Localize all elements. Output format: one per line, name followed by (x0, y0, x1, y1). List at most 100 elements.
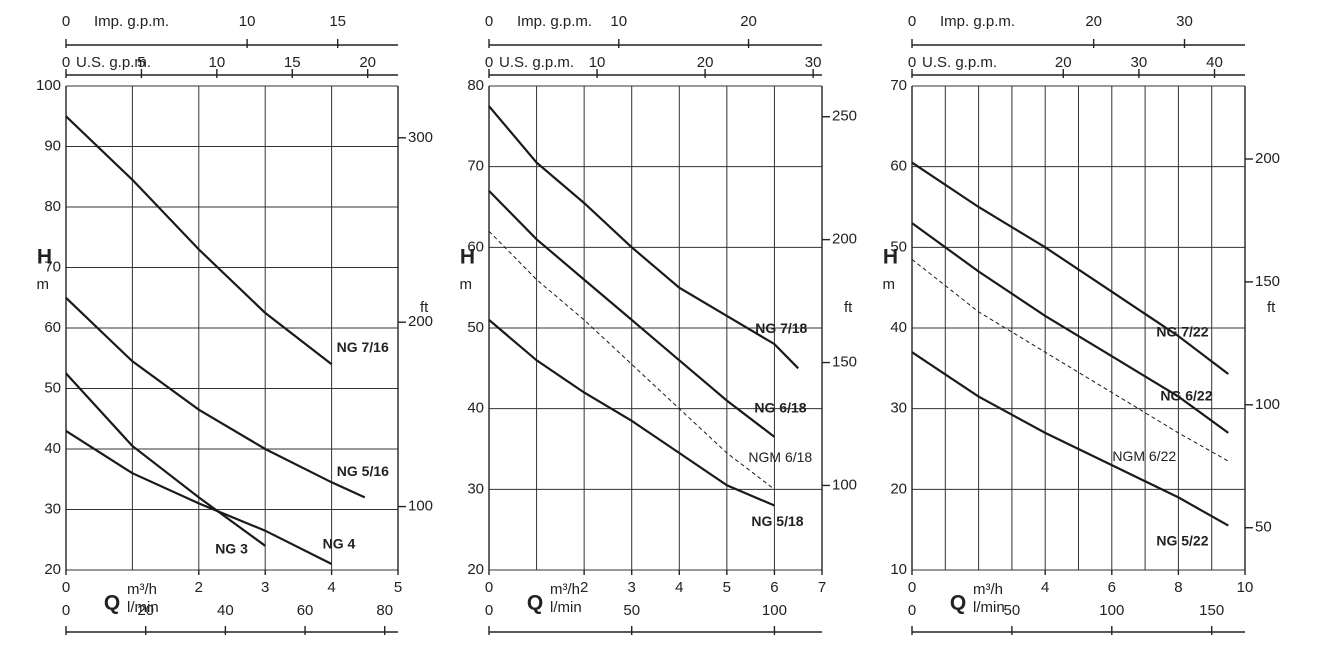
x-unit: m³/h (973, 581, 1003, 598)
y-tick-label: 20 (890, 480, 907, 497)
y-tick-label: 40 (44, 440, 61, 457)
y-tick-label: 70 (890, 77, 907, 94)
y2-label: ft (844, 299, 853, 316)
top-tick-label: 0 (62, 13, 70, 30)
curve (65, 429, 333, 565)
y-tick-label: 100 (36, 77, 61, 94)
top-tick-label: 0 (62, 54, 70, 71)
curve-label: NG 5/22 (1156, 532, 1208, 548)
x-unit: m³/h (550, 581, 580, 598)
top-tick-label: 10 (610, 13, 627, 30)
y2-tick-label: 200 (832, 231, 857, 248)
top-tick-label: 0 (485, 54, 493, 71)
y-tick-label: 30 (467, 480, 484, 497)
x-tick-label: 6 (770, 579, 778, 596)
top-tick-label: 20 (740, 13, 757, 30)
x-tick-label: 8 (1174, 579, 1182, 596)
y-tick-label: 50 (467, 319, 484, 336)
y-tick-label: 10 (890, 561, 907, 578)
y-tick-label: 80 (467, 77, 484, 94)
top-tick-label: 15 (284, 54, 301, 71)
top-axis-label: Imp. g.p.m. (94, 13, 169, 30)
y-tick-label: 50 (890, 238, 907, 255)
x-tick-label: 0 (62, 579, 70, 596)
top-tick-label: 20 (359, 54, 376, 71)
y-tick-label: 50 (44, 379, 61, 396)
y-unit: m (883, 276, 896, 293)
curve (488, 105, 799, 370)
x-label: Q (527, 592, 543, 615)
curve-label: NG 5/18 (751, 513, 803, 529)
bottom-tick-label: 20 (137, 602, 154, 619)
curve (488, 319, 775, 507)
y-tick-label: 20 (44, 561, 61, 578)
x-tick-label: 7 (818, 579, 826, 596)
top-tick-label: 0 (485, 13, 493, 30)
y-tick-label: 70 (467, 158, 484, 175)
x-tick-label: 3 (261, 579, 269, 596)
top-tick-label: 10 (208, 54, 225, 71)
x-tick-label: 0 (485, 579, 493, 596)
x-tick-label: 4 (327, 579, 335, 596)
bottom-tick-label: 100 (1099, 602, 1124, 619)
curve (911, 259, 1229, 462)
x-tick-label: 4 (675, 579, 683, 596)
curve (488, 190, 776, 438)
x-tick-label: 10 (1237, 579, 1254, 596)
y2-tick-label: 100 (832, 476, 857, 493)
top-tick-label: 0 (908, 13, 916, 30)
y2-tick-label: 50 (1255, 519, 1272, 536)
top-tick-label: 5 (137, 54, 145, 71)
curve-label: NG 4 (323, 536, 356, 552)
bottom-tick-label: 40 (217, 602, 234, 619)
x-tick-label: 0 (908, 579, 916, 596)
y2-tick-label: 150 (1255, 273, 1280, 290)
bottom-axis-label: l/min (550, 599, 582, 616)
curve-label: NGM 6/18 (748, 449, 812, 465)
curve-label: NG 7/22 (1156, 324, 1208, 340)
y-tick-label: 70 (44, 258, 61, 275)
y2-tick-label: 250 (832, 108, 857, 125)
top-tick-label: 40 (1206, 54, 1223, 71)
x-label: Q (950, 592, 966, 615)
y2-label: ft (1267, 299, 1276, 316)
top-tick-label: 20 (1085, 13, 1102, 30)
y-unit: m (37, 276, 50, 293)
x-tick-label: 2 (195, 579, 203, 596)
top-tick-label: 30 (1131, 54, 1148, 71)
curve-label: NG 6/22 (1160, 388, 1212, 404)
curve-label: NG 6/18 (754, 400, 806, 416)
y-label: H (37, 246, 52, 269)
x-tick-label: 4 (1041, 579, 1049, 596)
curve-label: NG 3 (215, 541, 248, 557)
x-unit: m³/h (127, 581, 157, 598)
y-tick-label: 30 (890, 400, 907, 417)
bottom-tick-label: 150 (1199, 602, 1224, 619)
x-tick-label: 3 (628, 579, 636, 596)
curve-label: NG 5/16 (337, 463, 389, 479)
y-tick-label: 30 (44, 500, 61, 517)
y-tick-label: 90 (44, 137, 61, 154)
bottom-tick-label: 80 (376, 602, 393, 619)
y-tick-label: 80 (44, 198, 61, 215)
curve-label: NG 7/18 (755, 320, 807, 336)
curve (65, 115, 333, 366)
top-tick-label: 30 (1176, 13, 1193, 30)
curve (488, 230, 775, 490)
x-tick-label: 2 (580, 579, 588, 596)
top-tick-label: 10 (239, 13, 256, 30)
y-label: H (460, 246, 475, 269)
top-axis-label: U.S. g.p.m. (76, 54, 151, 71)
top-tick-label: 15 (329, 13, 346, 30)
y-unit: m (460, 276, 473, 293)
y-tick-label: 40 (467, 400, 484, 417)
top-tick-label: 20 (1055, 54, 1072, 71)
y-tick-label: 60 (44, 319, 61, 336)
y-tick-label: 40 (890, 319, 907, 336)
bottom-axis-label: l/min (127, 599, 159, 616)
bottom-tick-label: 50 (623, 602, 640, 619)
x-tick-label: 5 (394, 579, 402, 596)
y2-tick-label: 200 (408, 313, 433, 330)
y-tick-label: 60 (890, 158, 907, 175)
